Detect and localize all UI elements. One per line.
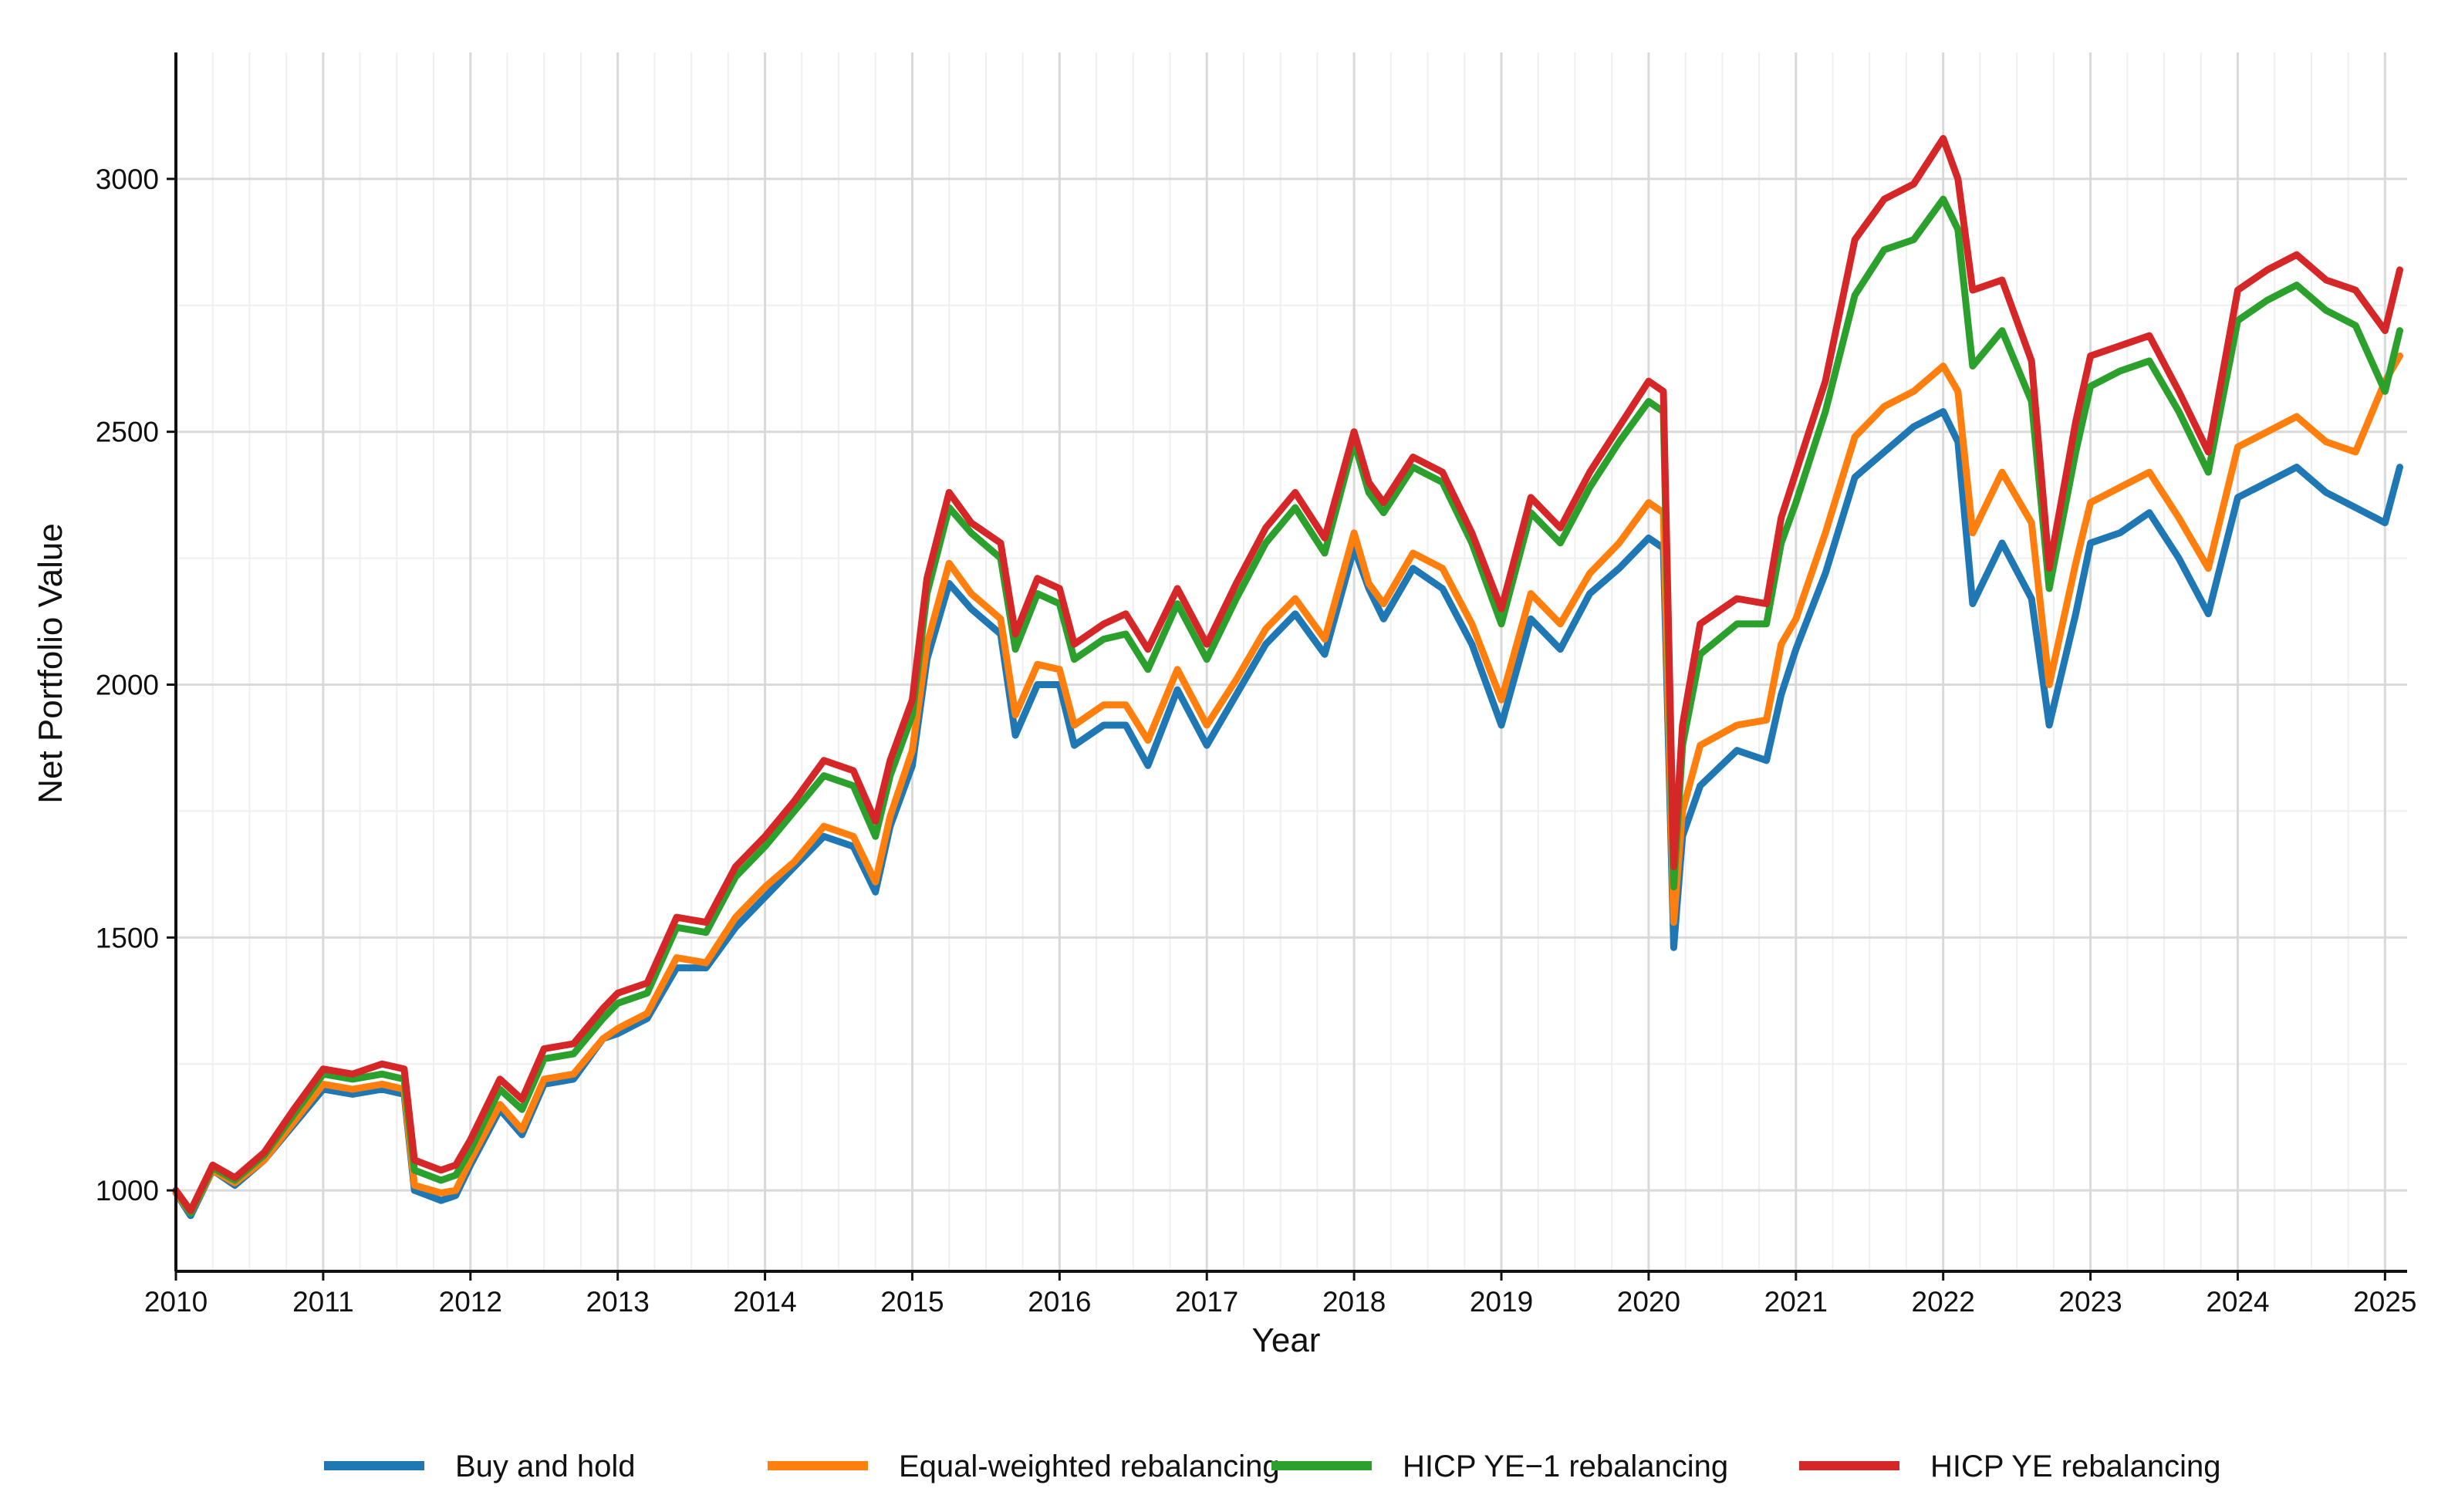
- legend-label: Equal-weighted rebalancing: [899, 1450, 1280, 1483]
- series-line: [172, 408, 2403, 1220]
- x-tick-label: 2018: [1322, 1286, 1386, 1318]
- x-tick-label: 2023: [2058, 1286, 2122, 1318]
- y-axis-title: Net Portfolio Value: [32, 523, 69, 804]
- y-tick-label: 1000: [96, 1175, 159, 1207]
- y-axis-tick-labels: 1000 1500 2000 2500 3000: [96, 164, 176, 1207]
- y-tick-label: 2500: [96, 417, 159, 448]
- legend-label: Buy and hold: [455, 1450, 636, 1483]
- series-line: [172, 195, 2403, 1217]
- x-tick-label: 2013: [586, 1286, 650, 1318]
- axes: [174, 52, 2407, 1273]
- legend-label: HICP YE rebalancing: [1930, 1450, 2221, 1483]
- series-lines: [172, 135, 2403, 1220]
- series-line: [172, 352, 2403, 1217]
- y-tick-label: 2000: [96, 670, 159, 701]
- y-tick-label: 1500: [96, 922, 159, 953]
- x-tick-label: 2016: [1028, 1286, 1091, 1318]
- x-axis-tick-labels: 2010 2011 2012 2013 2014 2015 2016 2017 2018 2019…: [144, 1271, 2417, 1318]
- series-line: [172, 135, 2403, 1214]
- x-tick-label: 2021: [1764, 1286, 1828, 1318]
- y-tick-label: 3000: [96, 164, 159, 195]
- x-tick-label: 2012: [439, 1286, 502, 1318]
- x-tick-label: 2025: [2353, 1286, 2416, 1318]
- x-tick-label: 2015: [880, 1286, 944, 1318]
- x-tick-label: 2020: [1617, 1286, 1680, 1318]
- x-tick-label: 2010: [144, 1286, 208, 1318]
- x-tick-label: 2017: [1175, 1286, 1238, 1318]
- x-tick-label: 2019: [1470, 1286, 1533, 1318]
- minor-gridlines: [176, 52, 2407, 1271]
- x-tick-label: 2022: [1912, 1286, 1975, 1318]
- legend-label: HICP YE−1 rebalancing: [1403, 1450, 1728, 1483]
- x-tick-label: 2014: [733, 1286, 796, 1318]
- x-axis-title: Year: [1252, 1321, 1321, 1359]
- x-tick-label: 2011: [292, 1286, 354, 1318]
- legend: Buy and hold Equal-weighted rebalancing HI…: [324, 1450, 2221, 1483]
- x-tick-label: 2024: [2206, 1286, 2269, 1318]
